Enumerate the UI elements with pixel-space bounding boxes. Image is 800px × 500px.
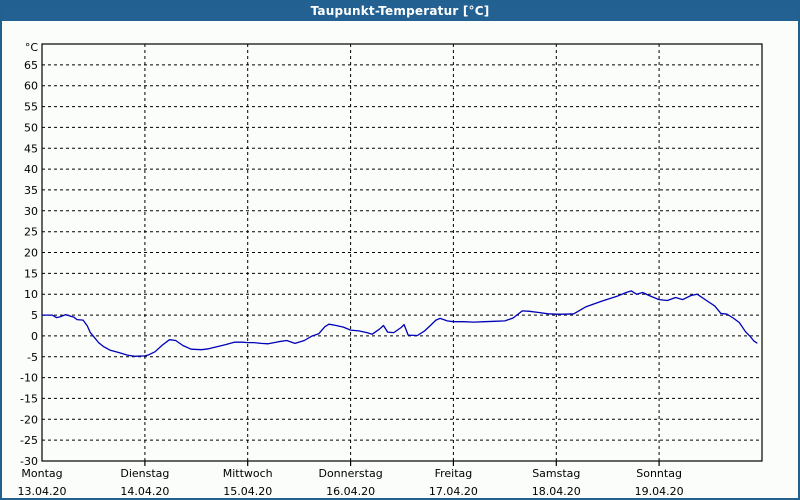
svg-text:°C: °C (25, 41, 39, 54)
svg-text:5: 5 (31, 309, 38, 322)
svg-text:20: 20 (24, 247, 38, 260)
svg-text:Dienstag: Dienstag (120, 467, 169, 480)
svg-text:55: 55 (24, 101, 38, 114)
svg-text:15.04.20: 15.04.20 (223, 485, 272, 498)
svg-text:-20: -20 (20, 413, 38, 426)
gridlines (42, 44, 762, 461)
svg-text:Donnerstag: Donnerstag (318, 467, 382, 480)
y-axis-labels: °C65605550454035302520151050-5-10-15-20-… (20, 41, 38, 468)
svg-text:45: 45 (24, 142, 38, 155)
svg-text:25: 25 (24, 226, 38, 239)
svg-text:-10: -10 (20, 372, 38, 385)
svg-text:Montag: Montag (21, 467, 62, 480)
svg-text:-25: -25 (20, 434, 38, 447)
svg-text:18.04.20: 18.04.20 (532, 485, 581, 498)
svg-text:13.04.20: 13.04.20 (18, 485, 67, 498)
svg-text:19.04.20: 19.04.20 (635, 485, 684, 498)
title-bar: Taupunkt-Temperatur [°C] (2, 2, 798, 21)
x-axis-labels: Montag 13.04.20 Dienstag 14.04.20 Mittwoch 15… (18, 467, 684, 498)
svg-text:65: 65 (24, 59, 38, 72)
svg-text:30: 30 (24, 205, 38, 218)
svg-text:Mittwoch: Mittwoch (223, 467, 273, 480)
svg-text:-5: -5 (27, 351, 38, 364)
svg-text:17.04.20: 17.04.20 (429, 485, 478, 498)
svg-text:40: 40 (24, 163, 38, 176)
svg-text:Sonntag: Sonntag (636, 467, 682, 480)
svg-text:60: 60 (24, 80, 38, 93)
data-line-series (41, 290, 758, 357)
svg-text:15: 15 (24, 267, 38, 280)
svg-text:50: 50 (24, 121, 38, 134)
svg-text:Freitag: Freitag (435, 467, 473, 480)
chart-title: Taupunkt-Temperatur [°C] (310, 4, 490, 18)
svg-text:35: 35 (24, 184, 38, 197)
svg-text:-15: -15 (20, 392, 38, 405)
svg-text:10: 10 (24, 288, 38, 301)
svg-text:Samstag: Samstag (532, 467, 580, 480)
svg-text:-30: -30 (20, 455, 38, 468)
svg-text:14.04.20: 14.04.20 (120, 485, 169, 498)
svg-text:16.04.20: 16.04.20 (326, 485, 375, 498)
plot-border (41, 43, 763, 466)
svg-text:0: 0 (31, 330, 38, 343)
